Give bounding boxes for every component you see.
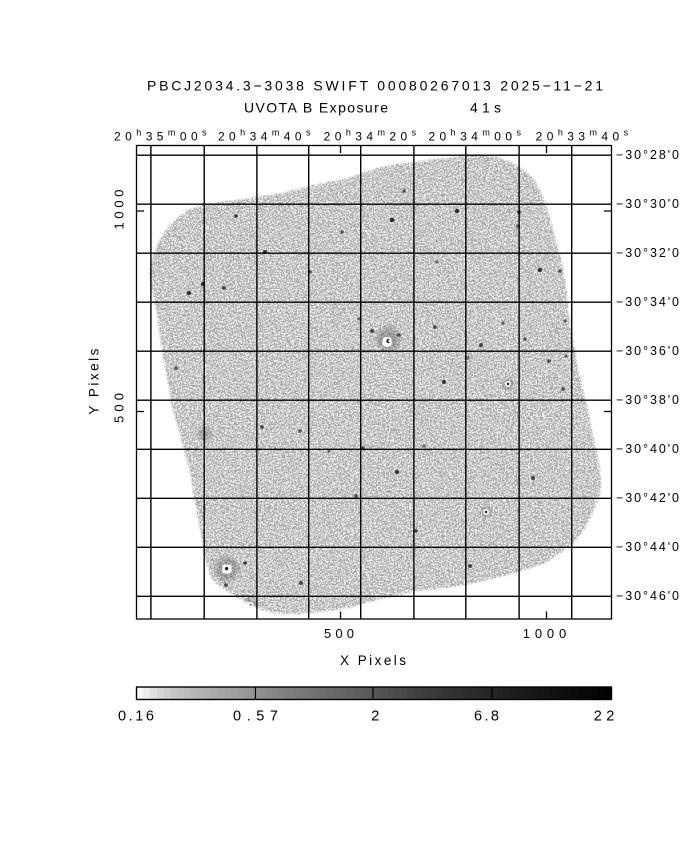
svg-text:500: 500 [111, 393, 126, 423]
svg-text:−30°30'0: −30°30'0 [616, 197, 679, 211]
svg-text:−30°34'0: −30°34'0 [616, 295, 679, 309]
svg-text:−30°38'0: −30°38'0 [616, 393, 679, 407]
svg-text:0.16: 0.16 [118, 709, 154, 725]
svg-text:−30°28'0: −30°28'0 [616, 148, 679, 162]
svg-text:−30°42'0: −30°42'0 [616, 491, 679, 505]
svg-text:500: 500 [324, 626, 354, 641]
svg-text:6.8: 6.8 [474, 709, 499, 725]
svg-text:UVOTA B Exposure: UVOTA B Exposure [244, 100, 388, 116]
svg-text:−30°44'0: −30°44'0 [616, 540, 679, 554]
svg-text:2: 2 [371, 709, 379, 725]
svg-text:−30°40'0: −30°40'0 [616, 442, 679, 456]
svg-text:−30°36'0: −30°36'0 [616, 344, 679, 358]
svg-text:−30°46'0: −30°46'0 [616, 589, 679, 603]
svg-text:41s: 41s [470, 100, 501, 116]
svg-text:0.57: 0.57 [233, 709, 278, 725]
svg-text:−30°32'0: −30°32'0 [616, 246, 679, 260]
